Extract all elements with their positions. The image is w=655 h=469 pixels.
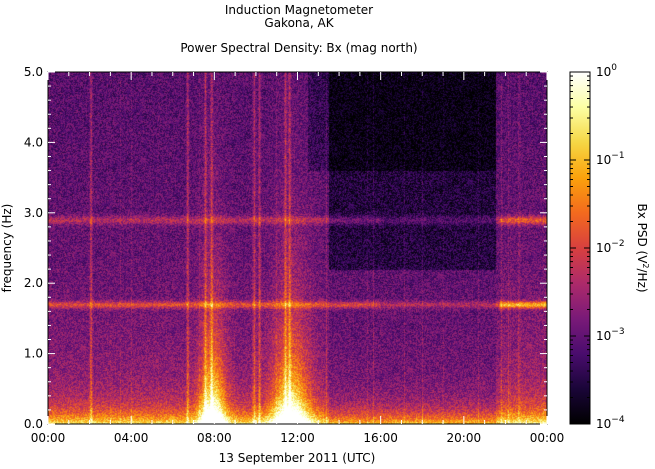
x-tick-label: 16:00 (363, 431, 398, 445)
y-tick-label: 5.0 (24, 65, 43, 79)
x-tick-label: 00:00 (530, 431, 565, 445)
y-tick-label: 2.0 (24, 276, 43, 290)
y-tick-label: 3.0 (24, 206, 43, 220)
x-axis: 00:00 04:00 08:00 12:00 16:00 20:00 00:00 (31, 72, 565, 445)
colorbar-tick-base: 10 (596, 153, 611, 167)
x-tick-label: 00:00 (31, 431, 66, 445)
colorbar-tick-exp: −2 (611, 239, 624, 249)
x-tick-label: 20:00 (447, 431, 482, 445)
colorbar-label-end: /Hz) (635, 269, 649, 293)
colorbar-tick-exp: −1 (611, 151, 624, 161)
x-tick-label: 12:00 (280, 431, 315, 445)
colorbar-tick-label: 10−4 (596, 415, 625, 431)
y-axis-label: frequency (Hz) (0, 204, 14, 293)
colorbar-tick-base: 10 (596, 417, 611, 431)
chart-title: Induction Magnetometer (225, 3, 373, 17)
x-tick-label: 04:00 (114, 431, 149, 445)
colorbar-label-sup: 2 (641, 263, 650, 268)
colorbar-tick-base: 10 (596, 329, 611, 343)
colorbar-tick-exp: −4 (611, 415, 625, 425)
colorbar-tick-base: 10 (596, 241, 611, 255)
x-axis-label: 13 September 2011 (UTC) (219, 451, 376, 465)
y-tick-label: 1.0 (24, 347, 43, 361)
spectrogram-area (47, 71, 548, 425)
colorbar-tick-exp: 0 (611, 63, 617, 73)
spectrogram-image (48, 72, 547, 424)
colorbar-label-base: Bx PSD (V (635, 203, 649, 264)
colorbar-tick-label: 10−3 (596, 327, 625, 343)
y-tick-label: 4.0 (24, 135, 43, 149)
chart-subtitle: Gakona, AK (264, 16, 334, 30)
colorbar-tick-exp: −3 (611, 327, 624, 337)
colorbar-tick-base: 10 (596, 65, 611, 79)
y-tick-label: 0.0 (24, 417, 43, 431)
colorbar-tick-label: 10−1 (596, 151, 625, 167)
colorbar-tick-label: 100 (596, 63, 617, 79)
colorbar-label: Bx PSD (V2/Hz) (635, 203, 650, 292)
plot-title: Power Spectral Density: Bx (mag north) (180, 41, 417, 55)
x-tick-label: 08:00 (197, 431, 232, 445)
colorbar-tick-label: 10−2 (596, 239, 625, 255)
y-axis: 0.0 1.0 2.0 3.0 4.0 5.0 (24, 65, 547, 431)
